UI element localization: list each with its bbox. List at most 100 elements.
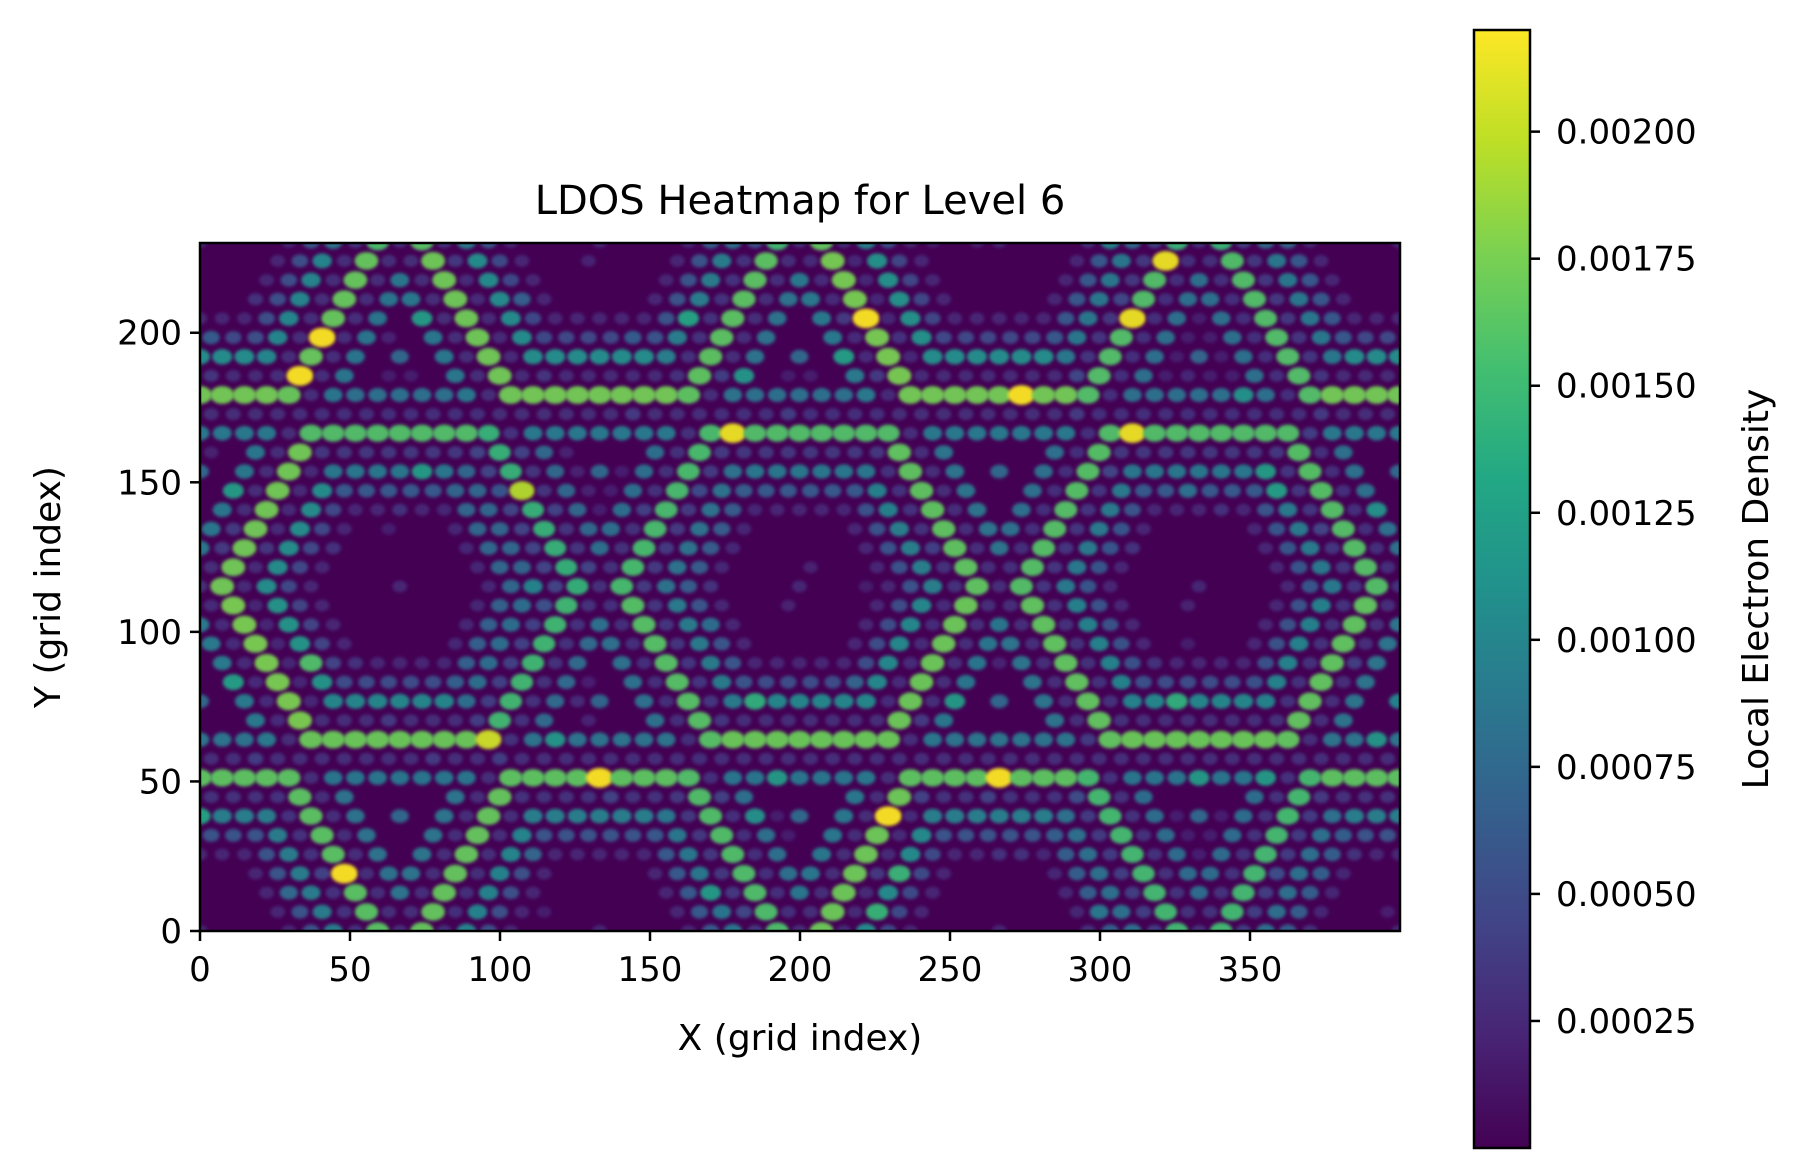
heatmap-cell <box>646 828 664 842</box>
heatmap-cell <box>769 886 785 899</box>
heatmap-cell <box>1269 293 1285 306</box>
heatmap-cell <box>676 692 701 710</box>
heatmap-cell <box>920 769 945 787</box>
heatmap-cell <box>1289 866 1309 881</box>
heatmap-cell <box>1298 386 1322 404</box>
heatmap-cell <box>412 770 432 785</box>
heatmap-cell <box>924 541 941 555</box>
heatmap-cell <box>668 560 687 575</box>
heatmap-cell <box>1065 673 1089 691</box>
heatmap-cell <box>1100 655 1120 671</box>
heatmap-cell <box>1290 599 1308 612</box>
heatmap-cell <box>425 714 441 727</box>
heatmap-cell <box>1191 657 1207 669</box>
heatmap-cell <box>647 408 663 421</box>
heatmap-cell <box>691 484 708 498</box>
heatmap-cell <box>257 808 277 824</box>
heatmap-cell <box>842 864 867 883</box>
heatmap-cell <box>434 693 455 709</box>
heatmap-cell <box>468 483 487 498</box>
heatmap-cell <box>935 828 953 842</box>
heatmap-cell <box>1402 331 1418 344</box>
heatmap-cell <box>1287 443 1311 462</box>
heatmap-cell <box>1287 788 1311 806</box>
heatmap-cell <box>625 369 641 382</box>
heatmap-cell <box>502 886 520 900</box>
heatmap-cell <box>669 714 685 727</box>
heatmap-cell <box>847 408 863 421</box>
heatmap-cell <box>1076 769 1100 787</box>
heatmap-cell <box>621 558 645 576</box>
heatmap-cell <box>1087 443 1111 462</box>
heatmap-cell <box>978 636 998 651</box>
heatmap-cell <box>681 925 696 931</box>
heatmap-cell <box>869 446 885 459</box>
heatmap-cell <box>337 637 352 650</box>
heatmap-cell <box>357 330 376 345</box>
heatmap-cell <box>824 675 841 689</box>
heatmap-cell <box>1224 752 1240 765</box>
heatmap-cell <box>954 558 978 576</box>
heatmap-cell <box>325 810 341 823</box>
heatmap-cell <box>1113 714 1129 727</box>
heatmap-cell <box>234 694 254 709</box>
heatmap-cell <box>1013 848 1029 861</box>
heatmap-cell <box>1201 675 1219 689</box>
heatmap-cell <box>1280 848 1296 861</box>
heatmap-cell <box>734 789 754 805</box>
heatmap-cell <box>390 349 409 364</box>
heatmap-cell <box>424 484 442 498</box>
heatmap-cell <box>645 445 665 460</box>
heatmap-cell <box>924 848 941 861</box>
heatmap-cell <box>980 752 996 765</box>
heatmap-cell <box>834 808 854 824</box>
heatmap-cell <box>1366 502 1387 518</box>
heatmap-cell <box>845 789 865 805</box>
heatmap-cell <box>200 732 210 747</box>
heatmap-cell <box>1091 676 1107 689</box>
heatmap-cell <box>713 637 731 651</box>
heatmap-cell <box>691 829 708 842</box>
heatmap-cell <box>1202 714 1218 727</box>
heatmap-cell <box>925 274 940 286</box>
heatmap-cell <box>258 542 275 555</box>
heatmap-cell <box>1278 885 1298 900</box>
heatmap-cell <box>1201 484 1219 498</box>
heatmap-cell <box>243 634 268 653</box>
heatmap-cell <box>1344 349 1365 365</box>
heatmap-cell <box>581 408 596 421</box>
heatmap-cell <box>1036 848 1051 861</box>
heatmap-cell <box>669 446 685 459</box>
heatmap-cell <box>701 502 720 517</box>
heatmap-cell <box>856 387 876 403</box>
heatmap-cell <box>303 312 319 325</box>
heatmap-cell <box>1023 483 1042 498</box>
heatmap-cell <box>412 847 432 862</box>
heatmap-cell <box>1124 656 1141 670</box>
heatmap-cell <box>847 523 863 535</box>
heatmap-cell <box>714 752 730 765</box>
heatmap-cell <box>1246 254 1263 267</box>
heatmap-cell <box>581 484 596 497</box>
heatmap-cell <box>1165 243 1188 251</box>
heatmap-cell <box>680 656 697 670</box>
heatmap-cell <box>701 243 720 249</box>
heatmap-cell <box>410 730 434 749</box>
heatmap-cell <box>902 273 919 287</box>
heatmap-cell <box>1180 714 1196 727</box>
heatmap-cell <box>679 886 698 900</box>
heatmap-cell <box>1080 809 1096 823</box>
heatmap-cell <box>1258 542 1273 554</box>
heatmap-cell <box>544 539 567 557</box>
heatmap-cell <box>246 445 265 460</box>
heatmap-cell <box>535 828 553 842</box>
heatmap-cell <box>1257 886 1274 899</box>
heatmap-cell <box>1145 387 1164 403</box>
heatmap-cell <box>454 730 479 749</box>
heatmap-cell <box>779 484 797 498</box>
heatmap-cell <box>669 752 685 765</box>
heatmap-cell <box>589 808 610 824</box>
heatmap-cell <box>1369 848 1384 861</box>
heatmap-cell <box>914 408 929 421</box>
heatmap-cell <box>847 255 863 267</box>
